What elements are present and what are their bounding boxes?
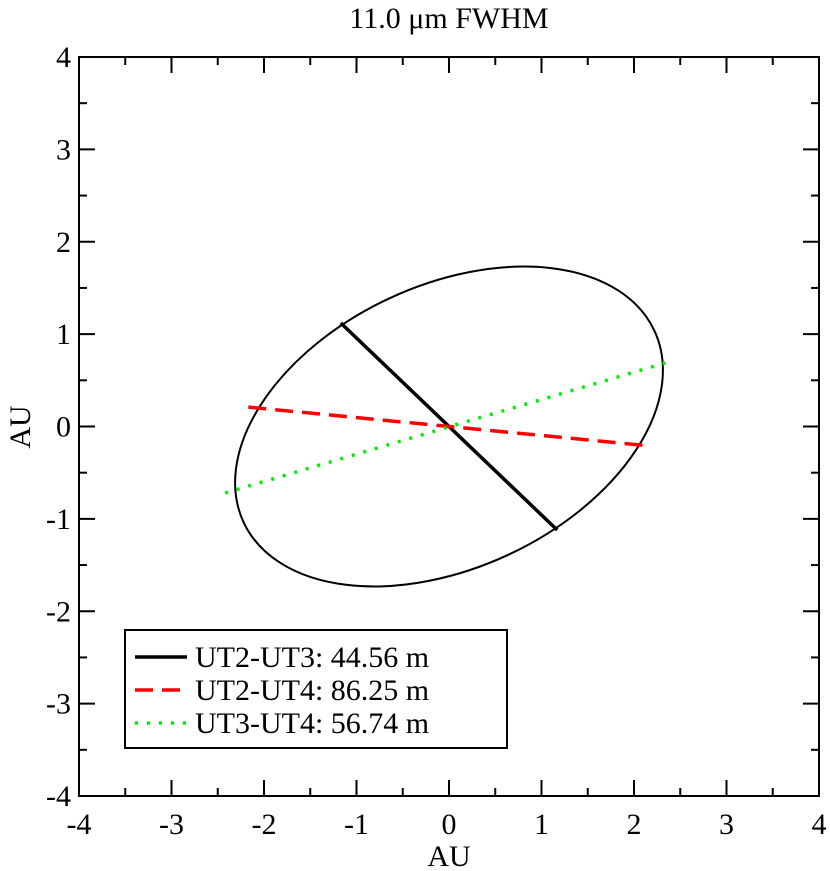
x-tick-label: -4 — [67, 808, 92, 841]
y-tick-label: -1 — [46, 503, 71, 536]
x-tick-label: 2 — [627, 808, 642, 841]
legend-box — [124, 629, 508, 749]
y-tick-label: 3 — [56, 133, 71, 166]
x-tick-label: 0 — [442, 808, 457, 841]
x-tick-label: 1 — [534, 808, 549, 841]
y-tick-label: -2 — [46, 595, 71, 628]
x-tick-label: 3 — [719, 808, 734, 841]
y-tick-label: -4 — [46, 780, 71, 813]
x-tick-label: 4 — [812, 808, 827, 841]
y-tick-label: 0 — [56, 411, 71, 444]
y-tick-label: 2 — [56, 226, 71, 259]
x-axis-label: AU — [427, 840, 471, 871]
x-tick-label: -1 — [344, 808, 369, 841]
x-tick-label: -3 — [159, 808, 184, 841]
legend-label-3: UT3-UT4: 56.74 m — [195, 707, 429, 740]
series-line-3 — [224, 360, 670, 495]
fwhm-ellipse — [234, 265, 664, 588]
tick-labels: -4 -3 -2 -1 0 1 2 3 4 -4 -3 -2 -1 0 1 2 3 4 — [46, 41, 827, 841]
chart-title: 11.0 μm FWHM — [349, 2, 548, 35]
legend-label-1: UT2-UT3: 44.56 m — [195, 641, 429, 674]
x-tick-label: -2 — [252, 808, 277, 841]
y-tick-label: 4 — [56, 41, 71, 74]
axis-ticks — [78, 56, 820, 797]
legend-label-2: UT2-UT4: 86.25 m — [195, 674, 429, 707]
plot-area — [224, 265, 670, 588]
y-axis-label: AU — [4, 405, 37, 449]
y-tick-label: 1 — [56, 318, 71, 351]
y-tick-label: -3 — [46, 688, 71, 721]
series-line-2 — [248, 405, 650, 448]
